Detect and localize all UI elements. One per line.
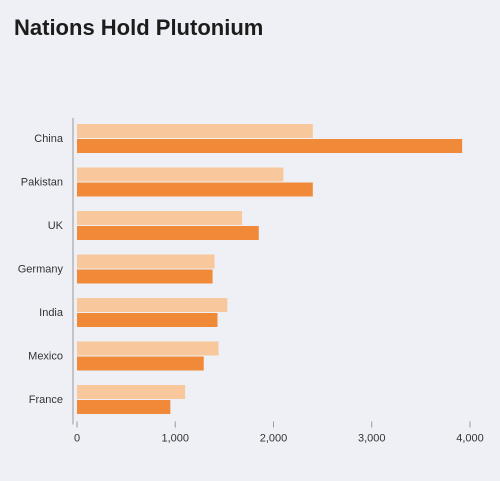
x-tick-label: 1,000 bbox=[161, 433, 189, 445]
category-label-france: France bbox=[29, 394, 63, 406]
bar-pakistan-series-2 bbox=[77, 182, 313, 197]
bar-india-series-2 bbox=[77, 313, 218, 327]
bar-uk-series-1 bbox=[77, 211, 243, 225]
category-label-india: India bbox=[39, 307, 64, 319]
x-tick-label: 2,000 bbox=[260, 433, 288, 445]
bar-india-series-1 bbox=[77, 298, 228, 312]
bar-germany-series-1 bbox=[77, 254, 215, 269]
bar-china-series-1 bbox=[77, 124, 313, 138]
chart-title: Nations Hold Plutonium bbox=[14, 16, 264, 40]
category-label-germany: Germany bbox=[18, 264, 64, 276]
x-tick-label: 4,000 bbox=[456, 433, 484, 445]
x-tick-label: 0 bbox=[74, 433, 80, 445]
bar-uk-series-2 bbox=[77, 226, 259, 240]
category-label-uk: UK bbox=[48, 220, 64, 232]
category-label-pakistan: Pakistan bbox=[21, 177, 63, 189]
category-label-china: China bbox=[34, 133, 64, 145]
bar-mexico-series-1 bbox=[77, 341, 219, 356]
bar-chart-svg: China Pakistan UK Germany India Mexico France 0… bbox=[18, 118, 484, 445]
bar-germany-series-2 bbox=[77, 269, 213, 284]
bar-mexico-series-2 bbox=[77, 356, 204, 371]
bar-france-series-2 bbox=[77, 400, 171, 414]
bar-china-series-2 bbox=[77, 139, 463, 153]
bar-chart: China Pakistan UK Germany India Mexico France 0… bbox=[0, 110, 500, 455]
category-label-mexico: Mexico bbox=[28, 351, 63, 363]
x-tick-label: 3,000 bbox=[358, 433, 386, 445]
bar-pakistan-series-1 bbox=[77, 167, 284, 182]
bar-france-series-1 bbox=[77, 385, 186, 399]
